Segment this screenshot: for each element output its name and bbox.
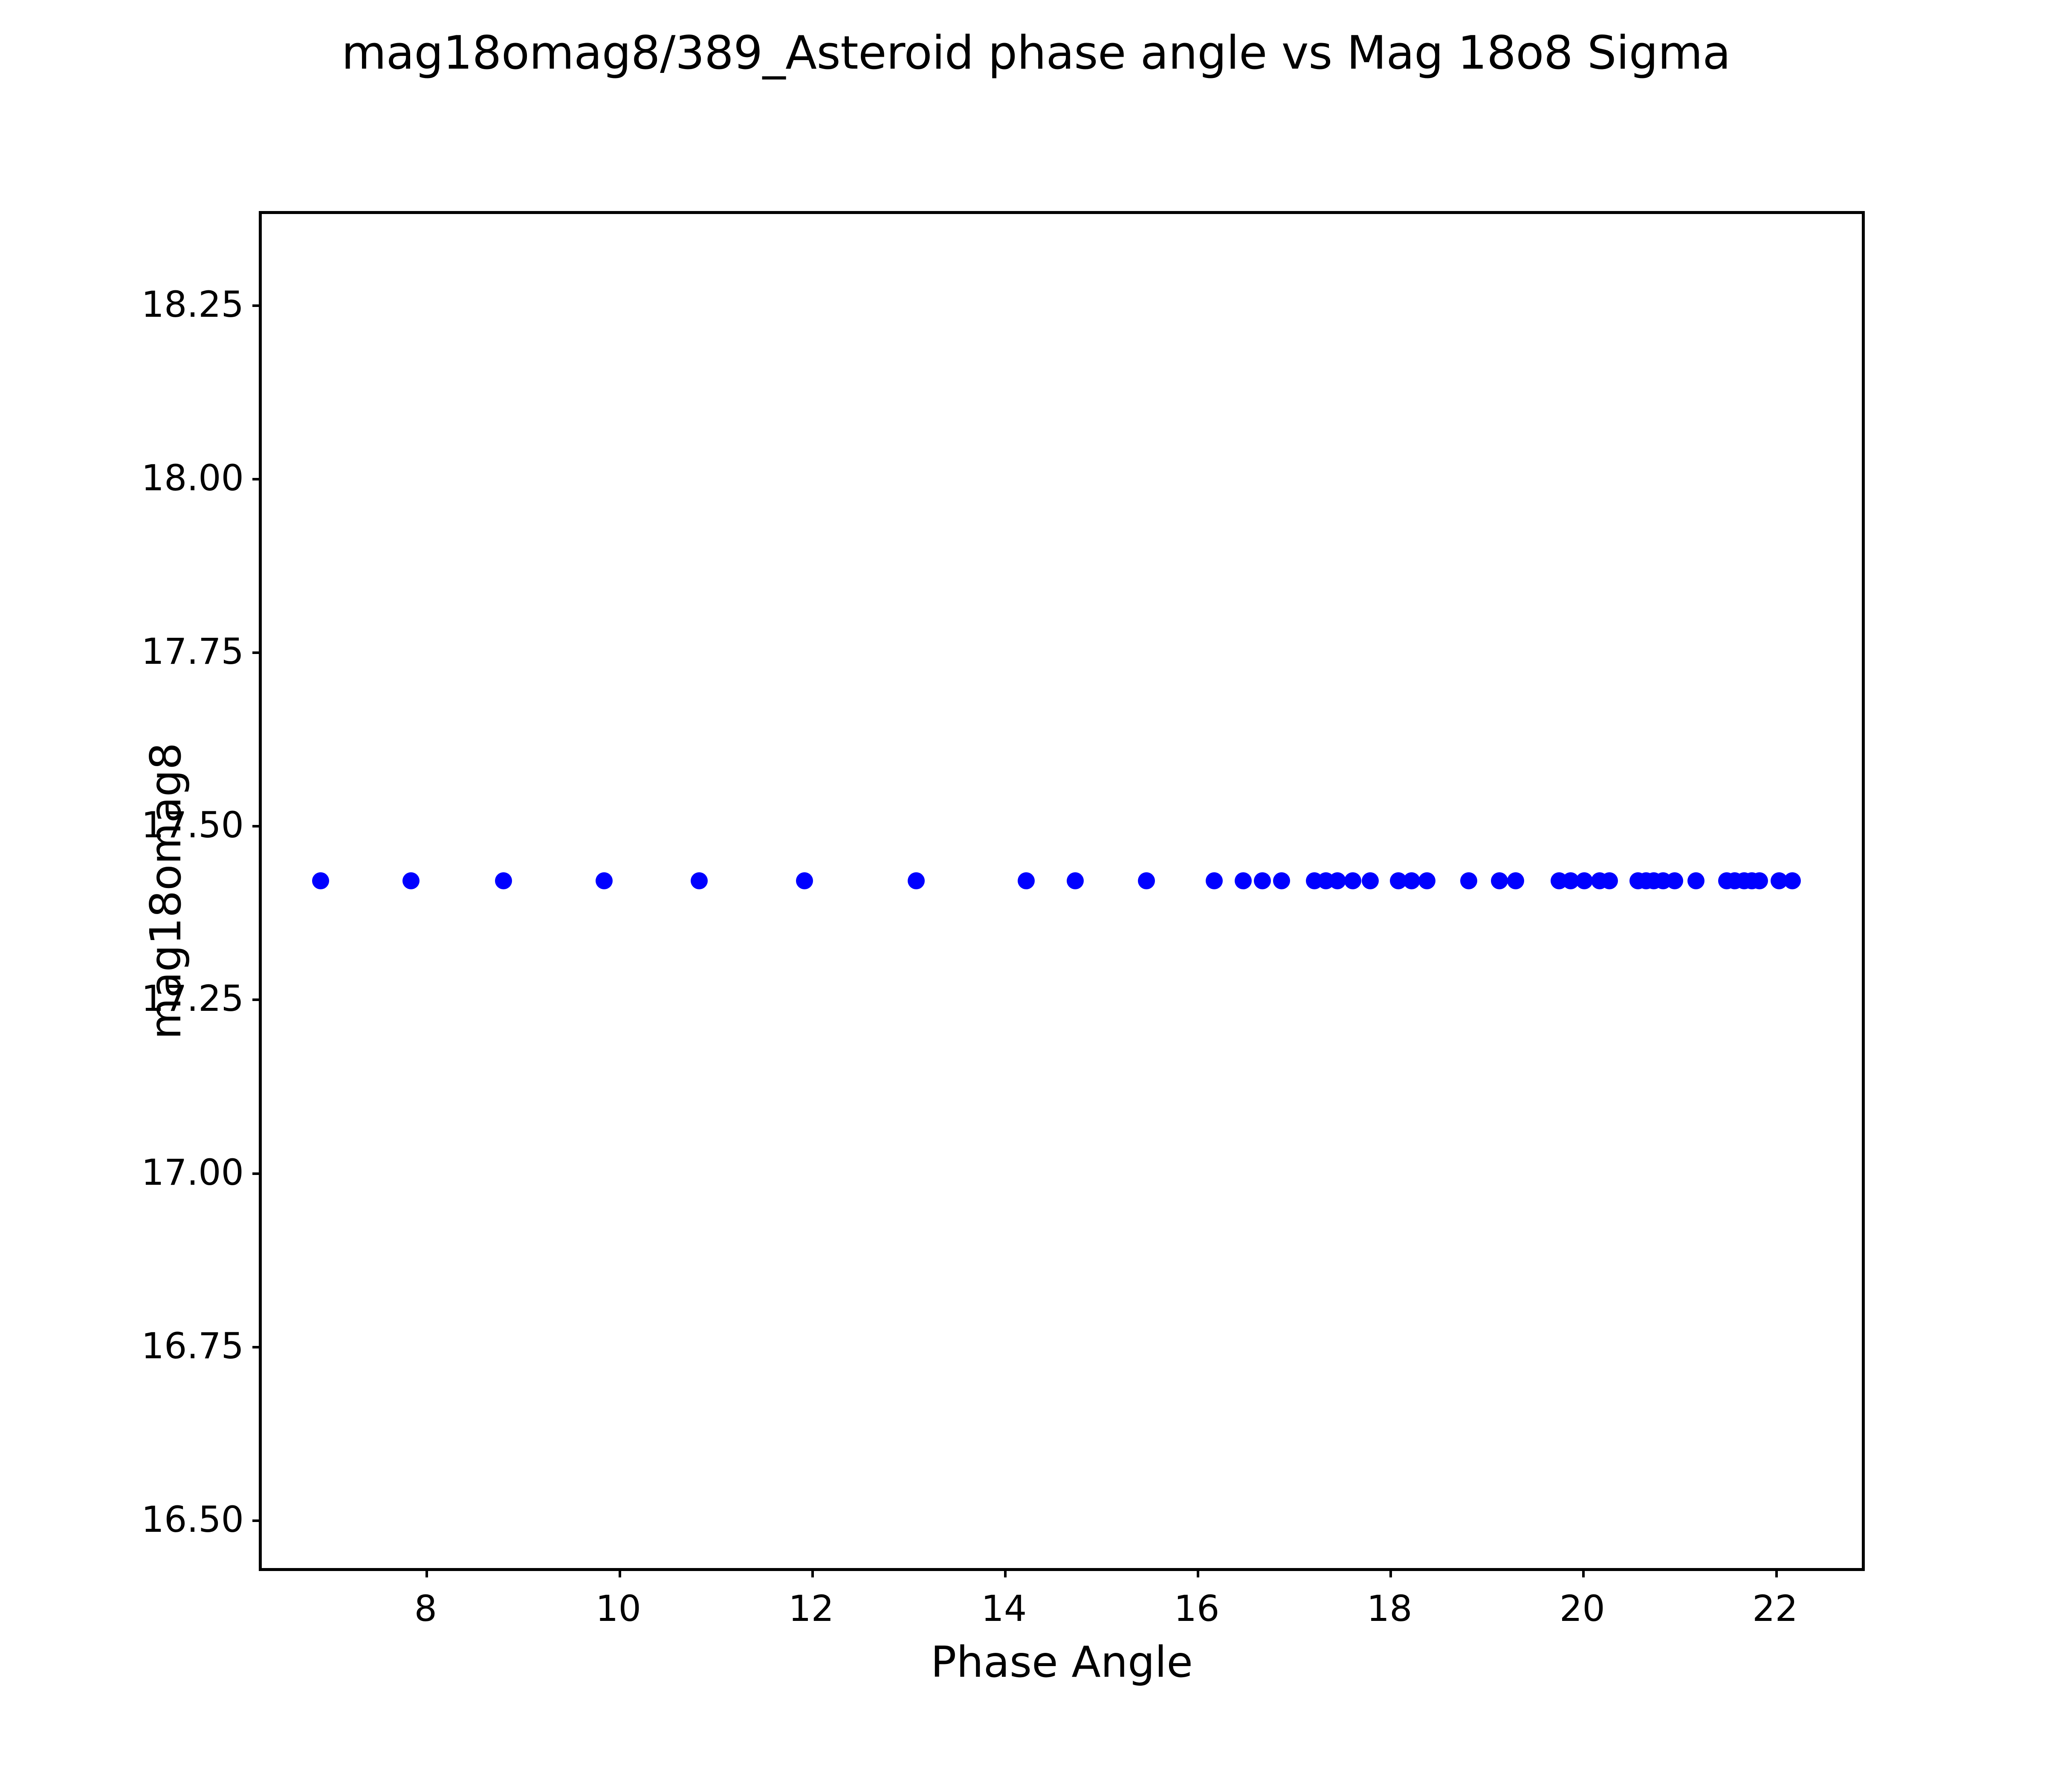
x-tick-mark xyxy=(1004,1568,1007,1577)
x-tick-mark xyxy=(618,1568,621,1577)
data-point xyxy=(1273,872,1290,889)
data-point xyxy=(1361,872,1379,889)
data-point xyxy=(1460,872,1477,889)
data-point xyxy=(1784,872,1801,889)
data-point xyxy=(1344,872,1362,889)
x-tick-mark xyxy=(1775,1568,1778,1577)
x-axis-label: Phase Angle xyxy=(931,1637,1193,1687)
data-point xyxy=(1507,872,1525,889)
data-point xyxy=(1205,872,1223,889)
data-point xyxy=(1490,872,1508,889)
data-point xyxy=(908,872,925,889)
y-tick-label: 17.50 xyxy=(141,804,244,846)
x-tick-label: 10 xyxy=(596,1588,641,1629)
y-tick-mark xyxy=(252,477,262,480)
y-tick-mark xyxy=(252,1519,262,1522)
data-point xyxy=(1138,872,1155,889)
x-tick-label: 14 xyxy=(981,1588,1027,1629)
data-point xyxy=(796,872,813,889)
data-point xyxy=(495,872,512,889)
y-tick-label: 16.75 xyxy=(141,1325,244,1367)
data-point xyxy=(691,872,708,889)
y-tick-mark xyxy=(252,825,262,828)
x-tick-label: 18 xyxy=(1366,1588,1412,1629)
data-point xyxy=(1067,872,1084,889)
y-tick-mark xyxy=(252,998,262,1001)
x-tick-label: 20 xyxy=(1559,1588,1605,1629)
data-point xyxy=(402,872,420,889)
x-tick-label: 12 xyxy=(788,1588,834,1629)
data-point xyxy=(1600,872,1618,889)
y-tick-label: 18.00 xyxy=(141,457,244,499)
x-tick-label: 16 xyxy=(1174,1588,1220,1629)
y-tick-mark xyxy=(252,651,262,654)
y-tick-label: 17.75 xyxy=(141,631,244,673)
y-tick-mark xyxy=(252,304,262,307)
data-point xyxy=(1418,872,1436,889)
x-tick-mark xyxy=(1197,1568,1200,1577)
x-tick-mark xyxy=(1582,1568,1585,1577)
x-tick-mark xyxy=(811,1568,814,1577)
x-tick-mark xyxy=(1389,1568,1392,1577)
y-axis-label: mag18omag8 xyxy=(141,742,191,1040)
data-point xyxy=(595,872,613,889)
scatter-points-layer xyxy=(262,214,1862,1568)
x-tick-label: 22 xyxy=(1752,1588,1798,1629)
data-point xyxy=(1253,872,1271,889)
data-point xyxy=(1666,872,1684,889)
x-tick-mark xyxy=(425,1568,428,1577)
data-point xyxy=(312,872,329,889)
data-point xyxy=(1017,872,1035,889)
data-point xyxy=(1329,872,1346,889)
data-point xyxy=(1575,872,1593,889)
y-tick-mark xyxy=(252,1172,262,1175)
data-point xyxy=(1234,872,1252,889)
data-point xyxy=(1403,872,1421,889)
y-tick-label: 18.25 xyxy=(141,283,244,325)
plot-area: 16.50 16.75 17.00 17.25 17.50 17.75 18.00 18.25… xyxy=(142,211,1865,1629)
data-point xyxy=(1687,872,1705,889)
y-tick-label: 17.00 xyxy=(141,1151,244,1193)
y-tick-label: 17.25 xyxy=(141,978,244,1020)
y-tick-label: 16.50 xyxy=(141,1498,244,1540)
y-tick-mark xyxy=(252,1345,262,1348)
page-title: mag18omag8/389_Asteroid phase angle vs M… xyxy=(341,26,1731,80)
x-tick-label: 8 xyxy=(414,1588,437,1629)
data-point xyxy=(1751,872,1768,889)
